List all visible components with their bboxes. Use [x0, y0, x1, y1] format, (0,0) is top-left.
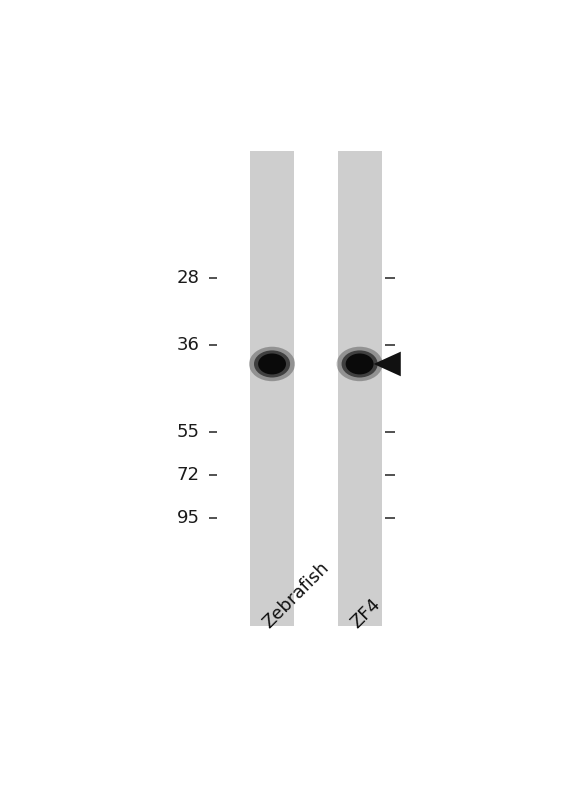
- Bar: [338, 151, 381, 626]
- Ellipse shape: [346, 354, 373, 374]
- Text: 28: 28: [177, 269, 200, 286]
- Ellipse shape: [254, 350, 290, 378]
- Bar: [250, 151, 294, 626]
- Text: ZF4: ZF4: [347, 595, 384, 632]
- Text: 55: 55: [177, 422, 200, 441]
- Text: 72: 72: [177, 466, 200, 484]
- Text: 36: 36: [177, 337, 200, 354]
- Ellipse shape: [249, 346, 295, 382]
- Text: 95: 95: [177, 509, 200, 527]
- Text: Zebrafish: Zebrafish: [259, 558, 333, 632]
- Ellipse shape: [342, 350, 377, 378]
- Polygon shape: [373, 352, 401, 376]
- Ellipse shape: [349, 356, 370, 372]
- Ellipse shape: [337, 346, 383, 382]
- Ellipse shape: [262, 356, 282, 372]
- Ellipse shape: [258, 354, 286, 374]
